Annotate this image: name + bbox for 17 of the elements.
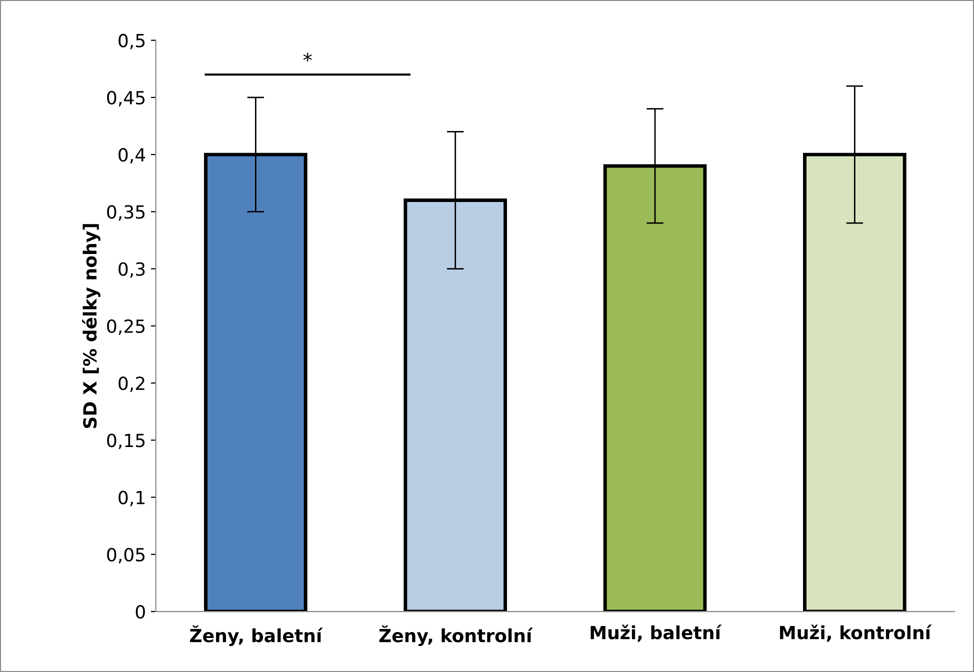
y-tick-label: 0,1 [118, 490, 144, 506]
y-tick-label: 0,25 [107, 319, 145, 335]
y-tick-label: 0,45 [107, 90, 145, 106]
y-tick-label: 0,2 [118, 376, 144, 392]
y-tick-label: 0,35 [107, 205, 145, 221]
y-tick-label: 0,3 [118, 262, 145, 278]
x-tick-label: Muži, baletní [590, 624, 722, 642]
y-tick-label: 0,5 [118, 34, 145, 50]
y-tick-label: 0,15 [107, 434, 145, 450]
annotation: * [303, 52, 312, 62]
y-axis-title: SD X [% délky nohy] [82, 224, 100, 428]
y-tick-label: 0,05 [107, 548, 145, 564]
x-tick-label: Ženy, baletní [190, 625, 323, 646]
x-tick-label: Muži, kontrolní [780, 624, 932, 642]
y-tick-label: 0,4 [118, 148, 146, 164]
x-tick-label: Ženy, kontrolní [379, 625, 533, 646]
y-tick-label: 0 [136, 604, 145, 619]
